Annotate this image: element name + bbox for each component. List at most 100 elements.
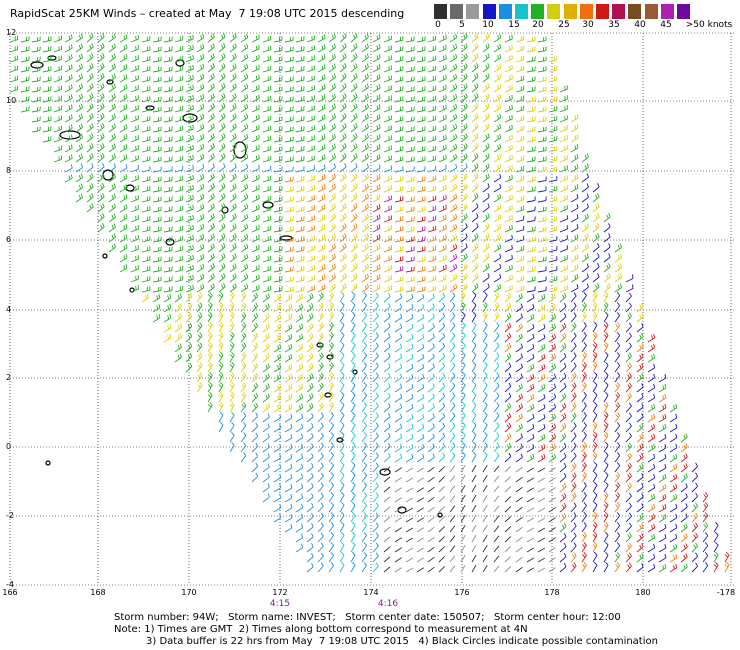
wind-barb — [339, 123, 347, 133]
wind-barb — [317, 44, 326, 53]
wind-barb — [603, 501, 609, 513]
wind-barb — [196, 133, 205, 143]
wind-barb — [130, 95, 139, 103]
wind-barb — [119, 64, 128, 73]
wind-barb — [438, 154, 447, 163]
wind-barb — [75, 93, 84, 103]
wind-barb — [64, 34, 73, 43]
wind-barb — [460, 311, 466, 323]
wind-barb — [548, 146, 558, 153]
wind-barb — [108, 183, 116, 193]
wind-barb — [537, 76, 547, 83]
wind-barb — [141, 266, 151, 273]
wind-barb — [537, 96, 547, 103]
wind-barb — [394, 413, 403, 423]
wind-barb — [174, 225, 184, 233]
wind-barb — [438, 234, 447, 243]
wind-barb — [174, 303, 182, 313]
wind-barb — [317, 302, 324, 313]
wind-barb — [185, 224, 194, 233]
wind-barb — [163, 136, 173, 143]
wind-barb — [515, 423, 523, 433]
wind-barb — [141, 216, 151, 223]
wind-barb — [460, 173, 468, 183]
wind-barb — [174, 45, 184, 53]
wind-barb — [229, 223, 237, 233]
wind-barb — [504, 372, 512, 383]
wind-barb — [328, 113, 336, 123]
wind-barb — [680, 483, 688, 493]
wind-barb — [493, 292, 500, 303]
wind-barb — [526, 477, 535, 483]
wind-barb — [328, 442, 334, 453]
wind-barb — [339, 273, 347, 283]
scale-label: 15 — [508, 20, 520, 30]
scale-swatch — [579, 4, 593, 19]
wind-barb — [361, 402, 367, 413]
wind-barb — [427, 65, 437, 73]
wind-barb — [438, 34, 447, 43]
wind-barb — [416, 46, 426, 53]
wind-barb — [20, 46, 30, 53]
wind-barb — [449, 302, 456, 313]
wind-barb — [614, 432, 621, 443]
wind-barb — [636, 323, 644, 333]
wind-barb — [317, 502, 324, 513]
wind-barb — [548, 286, 558, 293]
wind-barb — [614, 273, 623, 283]
wind-barb — [218, 63, 226, 73]
wind-barb — [647, 333, 656, 343]
wind-barb — [372, 332, 379, 343]
wind-barb — [394, 303, 403, 313]
wind-barb — [438, 372, 446, 383]
wind-barb — [581, 203, 589, 213]
wind-barb — [306, 523, 314, 533]
wind-barb — [636, 343, 644, 353]
wind-barb — [361, 292, 367, 303]
wind-barb — [207, 213, 215, 223]
wind-barb — [548, 443, 557, 453]
wind-barb — [559, 285, 568, 293]
wind-barb — [515, 486, 523, 493]
wind-barb — [537, 276, 547, 283]
wind-barb — [405, 126, 415, 133]
wind-barb — [570, 532, 577, 543]
wind-barb — [592, 381, 598, 393]
wind-barb — [306, 353, 314, 363]
wind-barb — [592, 451, 598, 463]
wind-barb — [504, 74, 513, 83]
wind-barb — [570, 512, 577, 523]
lon-label-166: 166 — [2, 588, 18, 597]
wind-barb — [460, 243, 468, 253]
wind-barb — [295, 433, 304, 443]
wind-barb — [614, 382, 621, 393]
wind-barb — [603, 491, 609, 503]
wind-barb — [504, 312, 512, 323]
wind-barb — [64, 144, 73, 153]
wind-barb — [416, 333, 425, 343]
wind-barb — [614, 522, 621, 533]
wind-barb — [383, 526, 391, 533]
wind-barb — [9, 35, 19, 43]
wind-barb — [339, 421, 345, 433]
wind-barb — [526, 56, 536, 63]
wind-barb — [339, 283, 347, 293]
wind-barb — [141, 166, 151, 173]
wind-barb — [317, 322, 324, 333]
wind-barb — [515, 496, 523, 503]
wind-barb — [482, 421, 488, 433]
wind-barb — [372, 94, 381, 103]
time-label-1: 4:15 — [269, 599, 291, 609]
wind-barb — [207, 63, 215, 73]
wind-barb — [240, 392, 247, 403]
wind-barb — [218, 381, 224, 393]
wind-barb — [405, 477, 414, 483]
wind-barb — [229, 341, 235, 353]
wind-barb — [570, 194, 579, 203]
wind-barb — [328, 243, 336, 253]
wind-barb — [658, 513, 667, 523]
wind-barb — [713, 541, 719, 553]
wind-barb — [372, 392, 379, 403]
wind-barb — [449, 292, 456, 303]
wind-barb — [416, 423, 425, 433]
